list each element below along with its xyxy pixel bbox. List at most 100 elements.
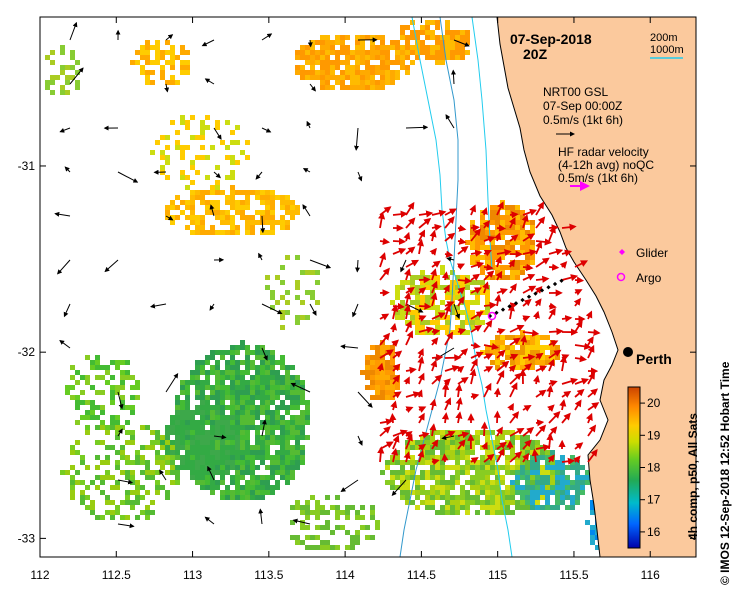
sst-pixel <box>550 490 555 495</box>
sst-pixel <box>210 460 215 465</box>
sst-pixel <box>70 385 75 390</box>
sst-pixel <box>505 210 510 215</box>
sst-pixel <box>60 65 65 70</box>
sst-pixel <box>390 480 395 485</box>
sst-pixel <box>435 445 440 450</box>
sst-pixel <box>560 475 565 480</box>
sst-pixel <box>575 475 580 480</box>
sst-pixel <box>160 150 165 155</box>
sst-pixel <box>165 450 170 455</box>
sst-pixel <box>165 435 170 440</box>
sst-pixel <box>145 70 150 75</box>
sst-pixel <box>245 480 250 485</box>
sst-pixel <box>135 485 140 490</box>
sst-pixel <box>500 465 505 470</box>
sst-pixel <box>65 390 70 395</box>
sst-pixel <box>450 495 455 500</box>
radar-arrow <box>484 305 495 306</box>
sst-pixel <box>405 40 410 45</box>
sst-pixel <box>550 485 555 490</box>
sst-pixel <box>485 290 490 295</box>
sst-pixel <box>200 395 205 400</box>
sst-pixel <box>235 345 240 350</box>
sst-pixel <box>270 460 275 465</box>
sst-pixel <box>230 410 235 415</box>
sst-pixel <box>80 455 85 460</box>
sst-pixel <box>510 245 515 250</box>
sst-pixel <box>455 475 460 480</box>
sst-pixel <box>535 440 540 445</box>
sst-pixel <box>70 395 75 400</box>
sst-pixel <box>125 420 130 425</box>
sst-pixel <box>410 440 415 445</box>
sst-pixel <box>265 215 270 220</box>
sst-pixel <box>180 145 185 150</box>
sst-pixel <box>430 45 435 50</box>
sst-pixel <box>415 325 420 330</box>
sst-pixel <box>435 55 440 60</box>
sst-pixel <box>305 515 310 520</box>
sst-pixel <box>165 425 170 430</box>
sst-pixel <box>200 135 205 140</box>
sst-pixel <box>265 200 270 205</box>
sst-pixel <box>580 475 585 480</box>
sst-pixel <box>590 535 595 540</box>
sst-pixel <box>435 455 440 460</box>
sst-pixel <box>580 485 585 490</box>
sst-pixel <box>260 210 265 215</box>
sst-pixel <box>235 445 240 450</box>
sst-pixel <box>165 135 170 140</box>
sst-pixel <box>135 495 140 500</box>
x-tick-label: 115.5 <box>559 568 588 582</box>
perth-label: Perth <box>636 351 672 367</box>
sst-pixel <box>395 50 400 55</box>
sst-pixel <box>75 400 80 405</box>
sst-pixel <box>215 395 220 400</box>
sst-pixel <box>555 500 560 505</box>
sst-pixel <box>555 485 560 490</box>
sst-pixel <box>220 400 225 405</box>
radar-arrow <box>549 227 557 228</box>
sst-pixel <box>170 470 175 475</box>
sst-pixel <box>515 485 520 490</box>
sst-pixel <box>400 50 405 55</box>
sst-pixel <box>285 445 290 450</box>
sst-pixel <box>465 35 470 40</box>
sst-pixel <box>520 230 525 235</box>
sst-pixel <box>195 215 200 220</box>
sst-pixel <box>190 115 195 120</box>
sst-pixel <box>385 50 390 55</box>
sst-pixel <box>255 370 260 375</box>
sst-pixel <box>420 300 425 305</box>
sst-pixel <box>270 425 275 430</box>
sst-pixel <box>260 190 265 195</box>
sst-pixel <box>265 370 270 375</box>
sst-pixel <box>290 420 295 425</box>
sst-pixel <box>500 230 505 235</box>
sst-pixel <box>125 470 130 475</box>
sst-pixel <box>200 435 205 440</box>
sst-pixel <box>270 385 275 390</box>
sst-pixel <box>440 505 445 510</box>
sst-pixel <box>195 370 200 375</box>
sst-pixel <box>50 80 55 85</box>
sst-pixel <box>225 360 230 365</box>
sst-pixel <box>300 435 305 440</box>
sst-pixel <box>280 470 285 475</box>
sst-pixel <box>370 45 375 50</box>
sst-pixel <box>505 245 510 250</box>
sst-pixel <box>160 435 165 440</box>
sst-pixel <box>205 485 210 490</box>
sst-pixel <box>550 470 555 475</box>
sst-pixel <box>320 510 325 515</box>
sst-pixel <box>260 455 265 460</box>
sst-pixel <box>195 460 200 465</box>
sst-pixel <box>295 205 300 210</box>
sst-pixel <box>315 505 320 510</box>
sst-pixel <box>445 35 450 40</box>
sst-pixel <box>500 480 505 485</box>
sst-pixel <box>425 295 430 300</box>
sst-pixel <box>265 415 270 420</box>
sst-pixel <box>485 470 490 475</box>
sst-pixel <box>295 435 300 440</box>
